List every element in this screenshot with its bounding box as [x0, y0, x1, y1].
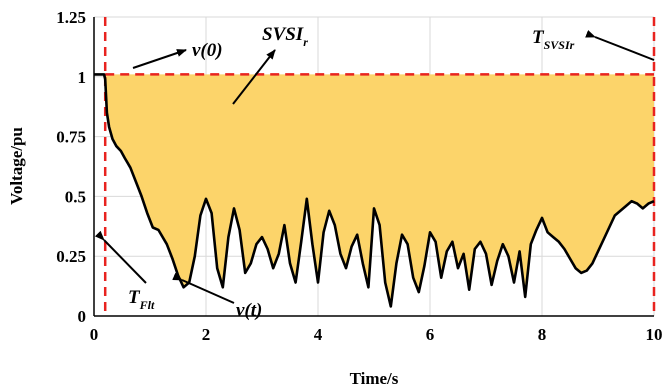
tick-labels: 0 2 4 6 8 10 0 0.25 0.5 0.75 1 1.25: [56, 8, 662, 344]
svsi-annotation-base: SVSI: [262, 24, 304, 45]
svsi-annotation-sub: r: [303, 35, 308, 49]
tsvsi-arrow: [585, 30, 655, 61]
vt-annotation: v(t): [236, 300, 262, 321]
svsi-arrow: [232, 49, 276, 105]
tflt-annotation: TFlt: [128, 287, 155, 312]
tsvsi-annotation-base: T: [532, 27, 545, 48]
y-tick-label: 1.25: [56, 8, 86, 27]
x-axis-label: Time/s: [350, 369, 399, 388]
y-tick-label: 0.75: [56, 128, 86, 147]
x-tick-label: 0: [90, 325, 99, 344]
x-tick-label: 4: [314, 325, 323, 344]
x-tick-label: 8: [538, 325, 547, 344]
annotation-arrows: [94, 30, 655, 304]
tflt-annotation-base: T: [128, 287, 141, 308]
vt-arrow: [172, 272, 235, 304]
tflt-arrow: [94, 230, 147, 284]
svsi-annotation: SVSIr: [262, 24, 308, 49]
x-tick-label: 2: [202, 325, 211, 344]
y-axis-label: Voltage/pu: [7, 127, 26, 205]
svsi-area-fill: [105, 74, 654, 307]
y-tick-label: 0: [78, 307, 87, 326]
v0-annotation: v(0): [192, 40, 223, 61]
y-tick-label: 1: [78, 68, 87, 87]
v0-arrow: [132, 49, 187, 69]
y-tick-label: 0.25: [56, 247, 86, 266]
y-tick-label: 0.5: [65, 187, 86, 206]
x-tick-label: 6: [426, 325, 435, 344]
x-tick-label: 10: [646, 325, 662, 344]
plot-frame: [93, 17, 654, 317]
tsvsi-annotation-sub: SVSIr: [544, 38, 575, 52]
tflt-annotation-sub: Flt: [139, 298, 155, 312]
tsvsi-annotation: TSVSIr: [532, 27, 575, 52]
